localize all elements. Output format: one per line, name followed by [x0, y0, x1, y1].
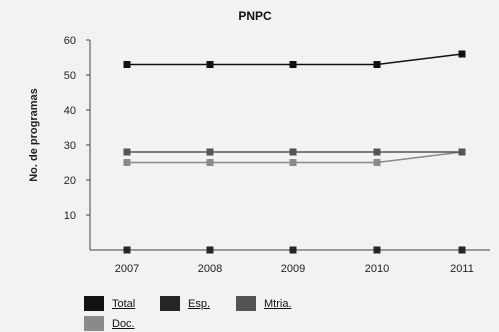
y-tick-label: 20 — [64, 175, 76, 187]
series-total — [123, 50, 466, 68]
data-point-doc — [373, 159, 381, 166]
y-tick-label: 50 — [64, 70, 76, 82]
data-point-mtria — [123, 148, 131, 156]
data-point-total — [289, 61, 297, 68]
data-point-total — [123, 61, 131, 68]
data-point-doc — [289, 159, 297, 166]
legend-label-doc: Doc. — [112, 317, 135, 330]
x-tick-label: 2011 — [450, 263, 474, 275]
x-tick-label: 2010 — [365, 263, 389, 275]
legend-swatch-mtria — [236, 296, 256, 311]
data-point-total — [206, 61, 214, 68]
legend-label-esp: Esp. — [188, 297, 211, 310]
data-point-total — [373, 61, 381, 68]
plot-area: 10 20 30 40 50 60 2007 2008 2009 2010 2011 — [64, 35, 490, 275]
legend-entry-esp: Esp. — [160, 296, 210, 311]
legend-swatch-doc — [84, 316, 104, 331]
chart-title: PNPC — [238, 9, 272, 23]
data-point-esp — [289, 246, 297, 254]
legend-swatch-esp — [160, 296, 180, 311]
legend-swatch-total — [84, 296, 104, 311]
data-point-esp — [123, 246, 131, 254]
y-tick-label: 60 — [64, 35, 76, 47]
data-point-mtria — [206, 148, 214, 156]
y-tick-label: 30 — [64, 140, 76, 152]
y-tick-label: 40 — [64, 105, 76, 117]
legend-label-mtria: Mtria. — [264, 297, 292, 310]
legend-entry-total: Total — [84, 296, 135, 311]
series-mtria — [123, 148, 466, 156]
data-point-esp — [373, 246, 381, 254]
series-esp — [123, 246, 466, 254]
y-tick-label: 10 — [64, 210, 76, 222]
legend-label-total: Total — [112, 297, 136, 310]
legend-entry-doc: Doc. — [84, 316, 135, 331]
data-point-total — [458, 50, 466, 58]
y-axis-label: No. de programas — [28, 88, 40, 182]
data-point-esp — [458, 246, 466, 254]
data-point-doc — [123, 159, 131, 166]
data-point-esp — [206, 246, 214, 254]
data-point-mtria — [458, 148, 466, 156]
data-point-doc — [206, 159, 214, 166]
data-point-mtria — [289, 148, 297, 156]
x-tick-label: 2009 — [281, 263, 305, 275]
legend-entry-mtria: Mtria. — [236, 296, 292, 311]
x-tick-label: 2008 — [198, 263, 222, 275]
x-tick-label: 2007 — [115, 263, 139, 275]
data-point-mtria — [373, 148, 381, 156]
